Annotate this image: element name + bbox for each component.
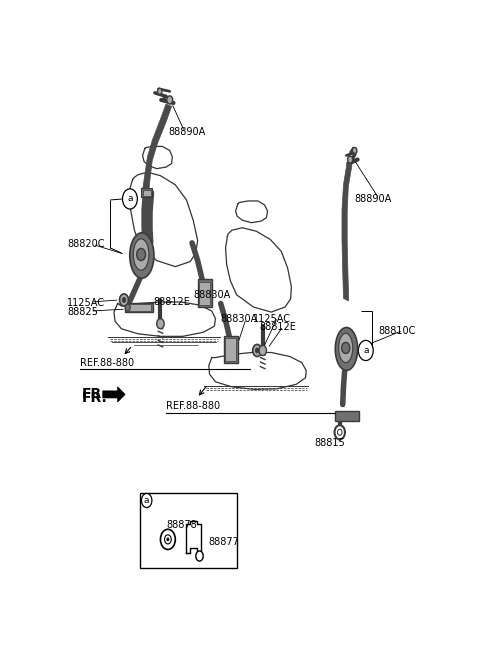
Bar: [199, 282, 210, 305]
Polygon shape: [342, 162, 352, 301]
Bar: [125, 303, 153, 312]
Text: a: a: [144, 496, 149, 505]
Ellipse shape: [130, 233, 154, 278]
Text: a: a: [363, 346, 369, 355]
Text: 88877: 88877: [209, 537, 240, 547]
Text: 88815: 88815: [315, 438, 346, 449]
Text: 88810C: 88810C: [378, 326, 415, 337]
Circle shape: [335, 425, 345, 440]
Circle shape: [252, 344, 262, 357]
Bar: [143, 190, 151, 196]
Text: 88812E: 88812E: [153, 297, 190, 307]
Circle shape: [125, 304, 130, 311]
Circle shape: [122, 189, 137, 209]
Circle shape: [157, 89, 162, 94]
Text: 88878: 88878: [166, 520, 197, 530]
Polygon shape: [143, 104, 172, 194]
Text: REF.88-880: REF.88-880: [166, 401, 220, 411]
Circle shape: [156, 319, 164, 329]
Bar: [141, 188, 152, 197]
Text: 1125AC: 1125AC: [252, 314, 291, 323]
Ellipse shape: [335, 327, 358, 371]
Circle shape: [167, 96, 173, 104]
Ellipse shape: [133, 239, 149, 270]
Text: FR.: FR.: [82, 391, 108, 405]
Ellipse shape: [338, 333, 353, 363]
Text: 88812E: 88812E: [259, 322, 296, 332]
Circle shape: [167, 538, 169, 541]
Text: a: a: [127, 194, 132, 203]
Circle shape: [120, 294, 129, 306]
Bar: [198, 279, 212, 307]
Bar: [140, 493, 238, 567]
Text: 88820C: 88820C: [67, 239, 105, 249]
Circle shape: [337, 429, 342, 436]
Text: REF.88-880: REF.88-880: [81, 358, 134, 367]
Text: 88830A: 88830A: [220, 314, 257, 323]
Circle shape: [165, 535, 171, 544]
Circle shape: [259, 346, 266, 356]
Circle shape: [352, 148, 357, 154]
Circle shape: [142, 493, 152, 508]
Circle shape: [160, 529, 175, 550]
Text: 1125AC: 1125AC: [67, 298, 106, 308]
Circle shape: [122, 297, 126, 302]
Circle shape: [342, 342, 350, 354]
Polygon shape: [103, 387, 125, 402]
Text: FR.: FR.: [82, 388, 108, 401]
Circle shape: [137, 249, 145, 260]
Circle shape: [359, 340, 373, 361]
Bar: [127, 304, 151, 311]
Text: 88890A: 88890A: [168, 127, 205, 136]
Bar: [225, 338, 236, 361]
Circle shape: [255, 348, 259, 353]
Circle shape: [196, 551, 203, 561]
Circle shape: [348, 156, 353, 163]
Text: 88890A: 88890A: [354, 194, 391, 204]
Text: 88825: 88825: [67, 307, 98, 317]
Text: 88830A: 88830A: [193, 290, 230, 300]
Bar: [335, 411, 360, 421]
Bar: [224, 337, 238, 363]
